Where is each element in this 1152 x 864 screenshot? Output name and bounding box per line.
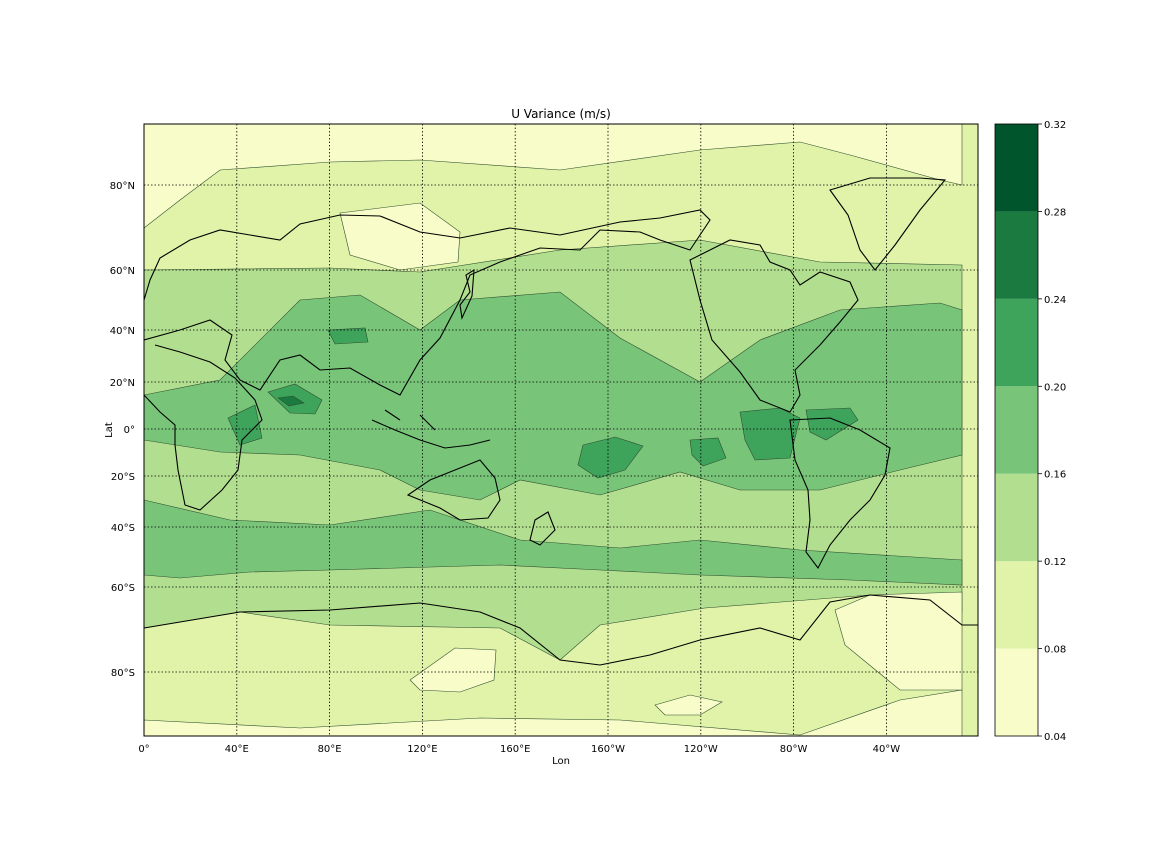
contour-arctic-patch (339, 202, 461, 271)
x-tick-label: 80°W (780, 744, 808, 755)
contour-max-eastern-pacific (689, 437, 727, 467)
colorbar-frame (994, 123, 1039, 737)
coastline-africa (144, 344, 263, 511)
colorbar: 0.04 0.08 0.12 0.16 0.20 0.24 0.28 0.32 (994, 120, 1066, 743)
contour-max-atlantic (805, 407, 859, 441)
y-tick-label: 80°S (111, 668, 135, 679)
colorbar-tick-label: 0.28 (1044, 207, 1066, 218)
colorbar-tick-label: 0.08 (1044, 645, 1066, 656)
colorbar-segment (995, 648, 1038, 736)
x-tick-label: 160°W (591, 744, 625, 755)
colorbar-tick-label: 0.16 (1044, 470, 1066, 481)
coastline-antarctica (144, 594, 978, 666)
colorbar-tick-label: 0.32 (1044, 120, 1066, 131)
colorbar-segment (995, 298, 1038, 387)
coastline-eurasia (144, 209, 711, 396)
contour-arctic-low (144, 124, 963, 229)
y-tick-label: 0° (124, 425, 135, 436)
y-axis-ticks: 80°N 60°N 40°N 20°N 0° 20°S 40°S 60°S 80°S (110, 181, 135, 679)
colorbar-tick-label: 0.20 (1044, 382, 1066, 393)
y-tick-label: 80°N (110, 181, 135, 192)
x-tick-label: 40°W (873, 744, 901, 755)
y-tick-label: 40°N (110, 326, 135, 337)
contour-peak-indian (277, 395, 305, 407)
colorbar-tick-label: 0.04 (1044, 732, 1066, 743)
colorbar-segment (995, 124, 1038, 212)
y-tick-label: 40°S (111, 523, 135, 534)
y-tick-label: 20°N (110, 378, 135, 389)
contour-south-pole-band (144, 689, 963, 736)
contour-band-storm-track (144, 499, 963, 586)
contour-max-central-pacific (577, 436, 644, 479)
colorbar-segment (995, 386, 1038, 474)
colorbar-tick-label: 0.12 (1044, 557, 1066, 568)
contour-antarctic-patch (654, 694, 723, 716)
x-tick-label: 0° (138, 744, 149, 755)
x-tick-label: 120°W (684, 744, 718, 755)
coastline-new-zealand (529, 511, 556, 546)
contour-antarctic-low (409, 647, 497, 693)
colorbar-segment (995, 211, 1038, 299)
coastline-south-america (789, 417, 891, 570)
y-tick-label: 60°N (110, 266, 135, 277)
graticule-layer (144, 124, 978, 736)
x-tick-label: 40°E (225, 744, 249, 755)
map-frame (143, 123, 979, 737)
x-tick-label: 160°E (500, 744, 530, 755)
y-tick-label: 20°S (111, 472, 135, 483)
x-tick-label: 120°E (407, 744, 437, 755)
map-plot-area (143, 123, 979, 737)
x-axis-ticks: 0° 40°E 80°E 120°E 160°E 160°W 120°W 80°W 40°W (138, 744, 900, 755)
y-axis-label: Lat (104, 422, 115, 438)
contour-max-tibet (327, 327, 369, 345)
x-axis-label: Lon (552, 756, 570, 767)
y-tick-label: 60°S (111, 583, 135, 594)
coastline-north-america (689, 239, 859, 413)
contour-fill-layer (144, 124, 963, 736)
x-tick-label: 80°E (318, 744, 342, 755)
coastline-indonesia (371, 409, 491, 449)
colorbar-segment (995, 473, 1038, 562)
colorbar-segment (995, 561, 1038, 649)
colorbar-tick-label: 0.24 (1044, 295, 1066, 306)
chart-title: U Variance (m/s) (511, 107, 611, 121)
coastline-australia (406, 459, 501, 521)
coastline-greenland (829, 177, 947, 271)
